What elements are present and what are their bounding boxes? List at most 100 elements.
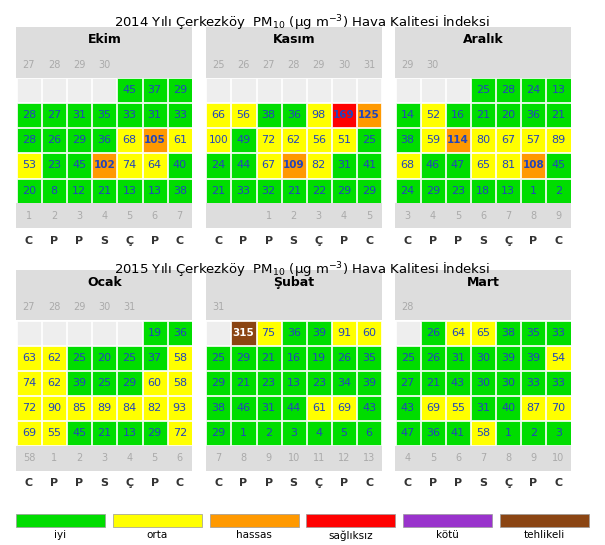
Text: P: P xyxy=(240,479,247,488)
Bar xyxy=(168,78,192,102)
Text: 21: 21 xyxy=(237,378,250,388)
Text: 36: 36 xyxy=(287,110,301,120)
Text: 9: 9 xyxy=(266,453,272,463)
Bar xyxy=(117,78,142,102)
Text: 38: 38 xyxy=(211,403,226,413)
Bar xyxy=(257,346,281,370)
Text: 43: 43 xyxy=(451,378,465,388)
Text: 2: 2 xyxy=(290,211,297,221)
Text: 30: 30 xyxy=(427,60,439,70)
Text: 45: 45 xyxy=(72,428,87,438)
Text: 23: 23 xyxy=(47,160,61,171)
Text: C: C xyxy=(554,479,563,488)
Bar xyxy=(522,128,546,153)
Bar xyxy=(17,179,41,203)
Text: 29: 29 xyxy=(122,378,137,388)
Bar xyxy=(42,371,66,395)
Bar xyxy=(357,320,381,344)
Bar xyxy=(143,153,167,178)
Text: 7: 7 xyxy=(505,211,511,221)
Text: 315: 315 xyxy=(232,328,254,337)
Text: 20: 20 xyxy=(97,353,111,363)
Text: 3: 3 xyxy=(405,211,411,221)
Text: 67: 67 xyxy=(501,135,515,146)
Text: P: P xyxy=(50,479,58,488)
Bar xyxy=(42,346,66,370)
Text: 1: 1 xyxy=(51,453,57,463)
Bar xyxy=(282,396,306,420)
Bar xyxy=(396,179,420,203)
Bar xyxy=(396,371,420,395)
Bar xyxy=(307,103,331,128)
Bar xyxy=(357,78,381,102)
Text: 26: 26 xyxy=(426,328,440,337)
Text: 8: 8 xyxy=(531,211,537,221)
Bar xyxy=(395,27,571,52)
Text: Ocak: Ocak xyxy=(87,276,122,289)
Bar xyxy=(231,421,255,445)
Bar xyxy=(257,153,281,178)
Text: 5: 5 xyxy=(430,453,436,463)
Text: 28: 28 xyxy=(501,85,515,95)
Text: 27: 27 xyxy=(47,110,61,120)
Bar xyxy=(307,421,331,445)
Text: 52: 52 xyxy=(426,110,440,120)
Bar xyxy=(471,78,495,102)
Bar xyxy=(143,103,167,128)
Text: 66: 66 xyxy=(211,110,225,120)
Bar xyxy=(496,346,520,370)
Bar xyxy=(307,153,331,178)
Bar xyxy=(396,421,420,445)
Text: 31: 31 xyxy=(148,110,162,120)
Bar xyxy=(67,421,91,445)
Bar xyxy=(357,179,381,203)
Bar xyxy=(67,78,91,102)
Bar xyxy=(16,446,192,471)
Text: 21: 21 xyxy=(97,186,111,196)
Text: 100: 100 xyxy=(209,135,228,146)
Text: 23: 23 xyxy=(451,186,465,196)
Text: 39: 39 xyxy=(526,353,540,363)
Text: S: S xyxy=(479,479,487,488)
Text: 39: 39 xyxy=(312,328,326,337)
Bar xyxy=(206,179,231,203)
Bar xyxy=(522,421,546,445)
Text: 16: 16 xyxy=(287,353,301,363)
Bar xyxy=(546,421,571,445)
Bar xyxy=(143,78,167,102)
Bar xyxy=(332,396,356,420)
Bar xyxy=(446,371,470,395)
Text: 18: 18 xyxy=(476,186,490,196)
Bar xyxy=(257,396,281,420)
Bar xyxy=(446,179,470,203)
Text: 31: 31 xyxy=(212,302,224,312)
Text: P: P xyxy=(429,479,437,488)
Text: C: C xyxy=(404,479,412,488)
Text: 28: 28 xyxy=(287,60,300,70)
Text: 25: 25 xyxy=(401,353,415,363)
Text: 40: 40 xyxy=(501,403,515,413)
Text: 1: 1 xyxy=(530,186,537,196)
Bar xyxy=(168,371,192,395)
Bar xyxy=(231,153,255,178)
Bar xyxy=(306,514,396,527)
Text: 6: 6 xyxy=(177,453,183,463)
Text: 4: 4 xyxy=(430,211,436,221)
Bar xyxy=(67,179,91,203)
Text: 6: 6 xyxy=(365,428,373,438)
Bar xyxy=(168,346,192,370)
Text: 31: 31 xyxy=(337,160,351,171)
Bar xyxy=(546,78,571,102)
Bar xyxy=(168,421,192,445)
Bar xyxy=(357,421,381,445)
Text: 108: 108 xyxy=(523,160,544,171)
Text: 31: 31 xyxy=(72,110,87,120)
Text: 25: 25 xyxy=(212,60,224,70)
Bar xyxy=(206,203,382,228)
Text: 114: 114 xyxy=(447,135,469,146)
Text: 1: 1 xyxy=(266,211,272,221)
Text: 69: 69 xyxy=(22,428,36,438)
Text: 36: 36 xyxy=(526,110,540,120)
Bar xyxy=(332,371,356,395)
Text: 29: 29 xyxy=(72,135,87,146)
